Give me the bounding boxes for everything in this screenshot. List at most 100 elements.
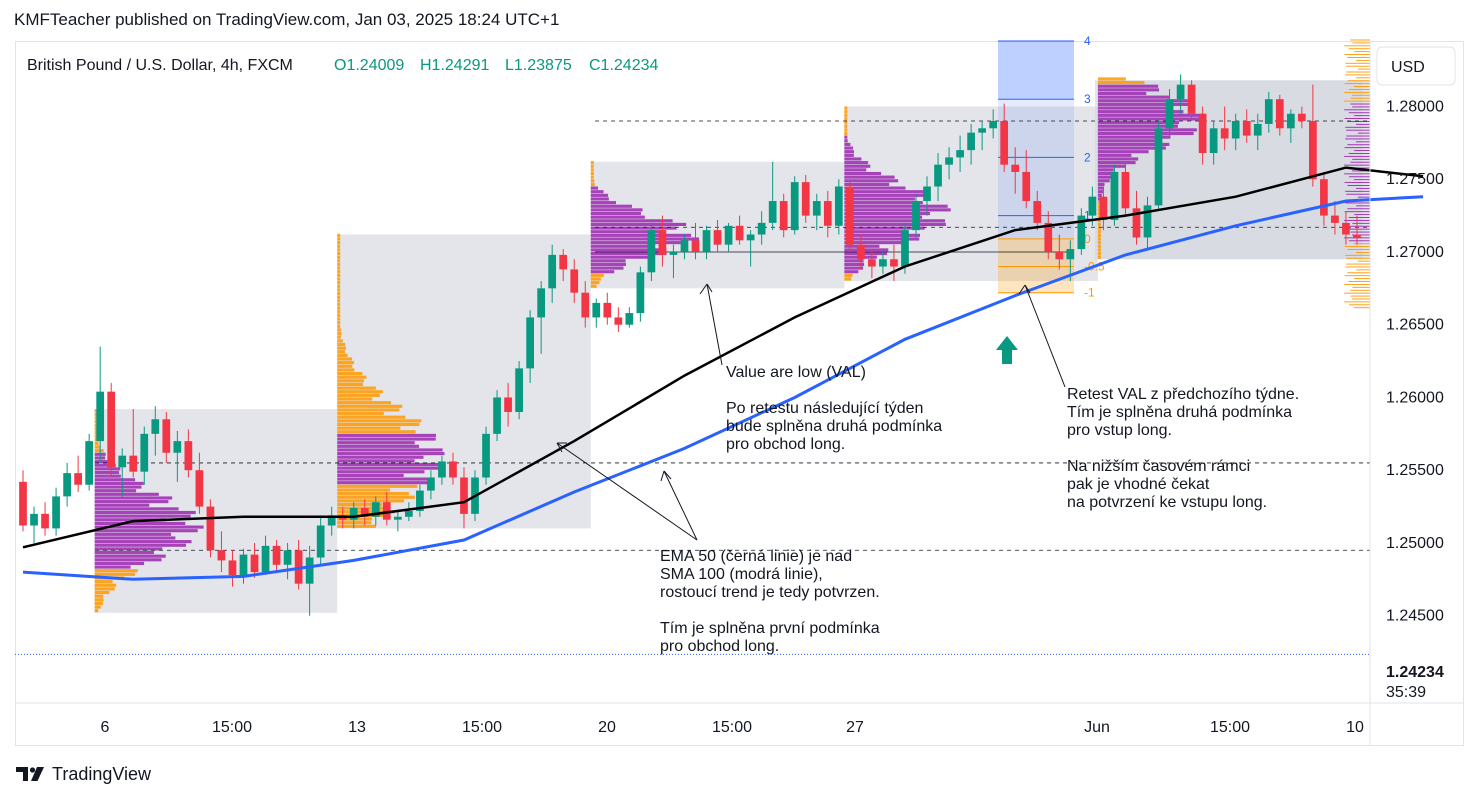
volume-profile-row [590, 201, 617, 205]
volume-profile-row [94, 554, 166, 558]
volume-profile-row [1097, 77, 1126, 81]
candle-body [515, 368, 523, 413]
volume-profile-row [590, 168, 594, 172]
volume-profile-row [1097, 186, 1105, 190]
x-tick-label: 10 [1346, 719, 1364, 736]
candle-body [1198, 113, 1207, 154]
x-tick-label: 6 [101, 719, 110, 736]
x-tick-label: 15:00 [1210, 719, 1250, 736]
candle-body [129, 455, 138, 472]
volume-profile-row [844, 215, 923, 219]
y-tick-label: 1.24500 [1386, 608, 1444, 625]
volume-profile-row [337, 350, 345, 354]
volume-profile-row [1352, 42, 1370, 44]
candle-body [1088, 196, 1097, 216]
volume-profile-row [844, 128, 848, 132]
volume-profile-row [337, 302, 341, 307]
volume-profile-row [337, 455, 424, 459]
candle-body [647, 230, 656, 273]
price-axis: 1.28000 1.27500 1.27000 1.26500 1.26000 1.255… [15, 41, 1463, 745]
candle-body [1253, 123, 1262, 136]
x-tick-label: 15:00 [712, 719, 752, 736]
volume-profile-row [337, 248, 341, 252]
volume-profile-row [1097, 168, 1114, 172]
candle-body [173, 441, 182, 453]
volume-profile-row [1346, 263, 1370, 265]
candle-body [1077, 215, 1086, 250]
volume-profile-row [1345, 254, 1370, 256]
tradingview-brand[interactable]: TradingView [52, 763, 152, 784]
candle-body [1011, 164, 1020, 172]
volume-profile-row [590, 270, 615, 274]
volume-profile-row [1097, 146, 1166, 150]
candle-body [890, 259, 898, 267]
fib-level-label: 0 [1084, 232, 1091, 246]
y-tick-label: 1.28000 [1386, 98, 1444, 115]
volume-profile-row [1097, 222, 1101, 227]
volume-profile-row [1354, 115, 1370, 117]
volume-profile-row [1352, 94, 1370, 96]
volume-profile-row [1344, 109, 1370, 111]
x-tick-label: 20 [598, 719, 616, 736]
candle-body [1275, 99, 1284, 129]
volume-profile-row [94, 496, 173, 500]
volume-profile-row [1097, 179, 1110, 183]
candle-body [283, 550, 292, 565]
volume-profile-row [94, 412, 98, 416]
volume-profile-row [1348, 281, 1370, 282]
volume-profile-row [1097, 255, 1101, 259]
volume-profile-row [337, 390, 383, 394]
x-tick-label: 27 [846, 719, 864, 736]
volume-profile-row [94, 525, 204, 529]
volume-profile-row [844, 157, 862, 161]
candle-body [812, 201, 821, 216]
time-axis: 6 15:00 13 15:00 20 15:00 27 Jun 15:00 10 [101, 719, 1364, 736]
symbol-name[interactable]: British Pound / U.S. Dollar, 4h, FXCM [27, 57, 293, 74]
volume-profile-row [1354, 150, 1370, 152]
fib-zone-low [998, 238, 1074, 293]
candle-body [427, 477, 435, 491]
candlestick-series [19, 74, 1361, 616]
currency-button[interactable] [1376, 46, 1456, 86]
volume-profile-row [1097, 121, 1180, 125]
volume-profile-row [94, 427, 98, 431]
chart-frame [15, 41, 1464, 746]
volume-profile-row [337, 313, 341, 317]
fib-zone-top [998, 41, 1074, 100]
y-tick-label: 1.25500 [1386, 462, 1444, 479]
volume-profile-row [337, 441, 415, 445]
volume-profile-row [844, 175, 895, 179]
volume-profile-row [1354, 214, 1370, 216]
volume-profile-row [1346, 135, 1370, 137]
volume-profile-row [1357, 68, 1370, 70]
candle-body [416, 490, 424, 511]
candle-body [801, 182, 810, 216]
candle-body [195, 470, 204, 507]
volume-profile-row [844, 233, 921, 237]
volume-profile-row [844, 193, 931, 197]
volume-profile-row [337, 368, 355, 372]
candle-body [1286, 113, 1295, 129]
weekly-range-boxes [94, 80, 1370, 613]
candle-body [1110, 171, 1119, 220]
volume-profile-row [1097, 88, 1160, 92]
volume-profile-row [337, 397, 373, 401]
volume-profile-row [94, 587, 115, 591]
candle-body [1187, 84, 1196, 114]
volume-profile-row [94, 529, 198, 533]
candle-body [52, 496, 60, 529]
candle-body [228, 560, 237, 575]
last-price-label: 1.24234 [1386, 664, 1444, 681]
candle-body [691, 240, 700, 252]
volume-profile-row [844, 190, 927, 194]
volume-profile-row [1345, 266, 1370, 268]
volume-profile-row [844, 164, 871, 168]
candle-body [823, 201, 832, 226]
volume-profile-row [1344, 155, 1370, 157]
volume-profile-row [1348, 112, 1370, 114]
volume-profile-row [1097, 142, 1170, 146]
volume-profile-row [1348, 176, 1370, 178]
volume-profile-row [1346, 71, 1370, 73]
volume-profile-row [337, 331, 342, 336]
